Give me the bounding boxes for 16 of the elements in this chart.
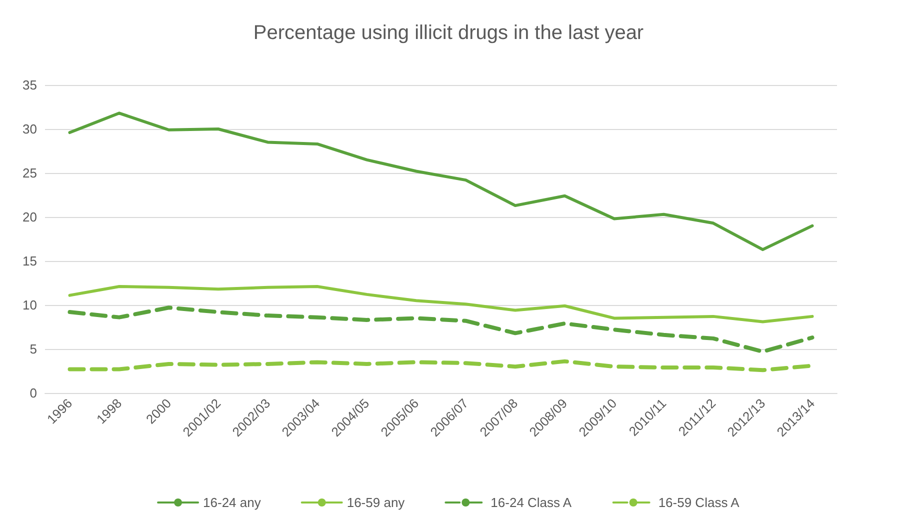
line-series [68,285,814,324]
y-tick-label: 10 [22,298,37,312]
chart-title: Percentage using illicit drugs in the last year [253,22,644,44]
y-tick-label: 30 [22,122,37,136]
y-tick-label: 15 [22,254,37,268]
line-series [68,112,814,252]
line-series [68,306,814,354]
legend-label: 16-59 any [346,495,406,510]
y-tick-label: 35 [22,78,37,92]
legend-label: 16-24 any [203,495,262,510]
y-tick-label: 20 [22,210,37,224]
y-tick-label: 25 [22,166,37,180]
y-tick-label: 0 [30,386,37,400]
legend-label: 16-24 Class A [490,495,572,510]
y-tick-label: 5 [30,342,37,356]
legend-label: 16-59 Class A [658,495,740,510]
